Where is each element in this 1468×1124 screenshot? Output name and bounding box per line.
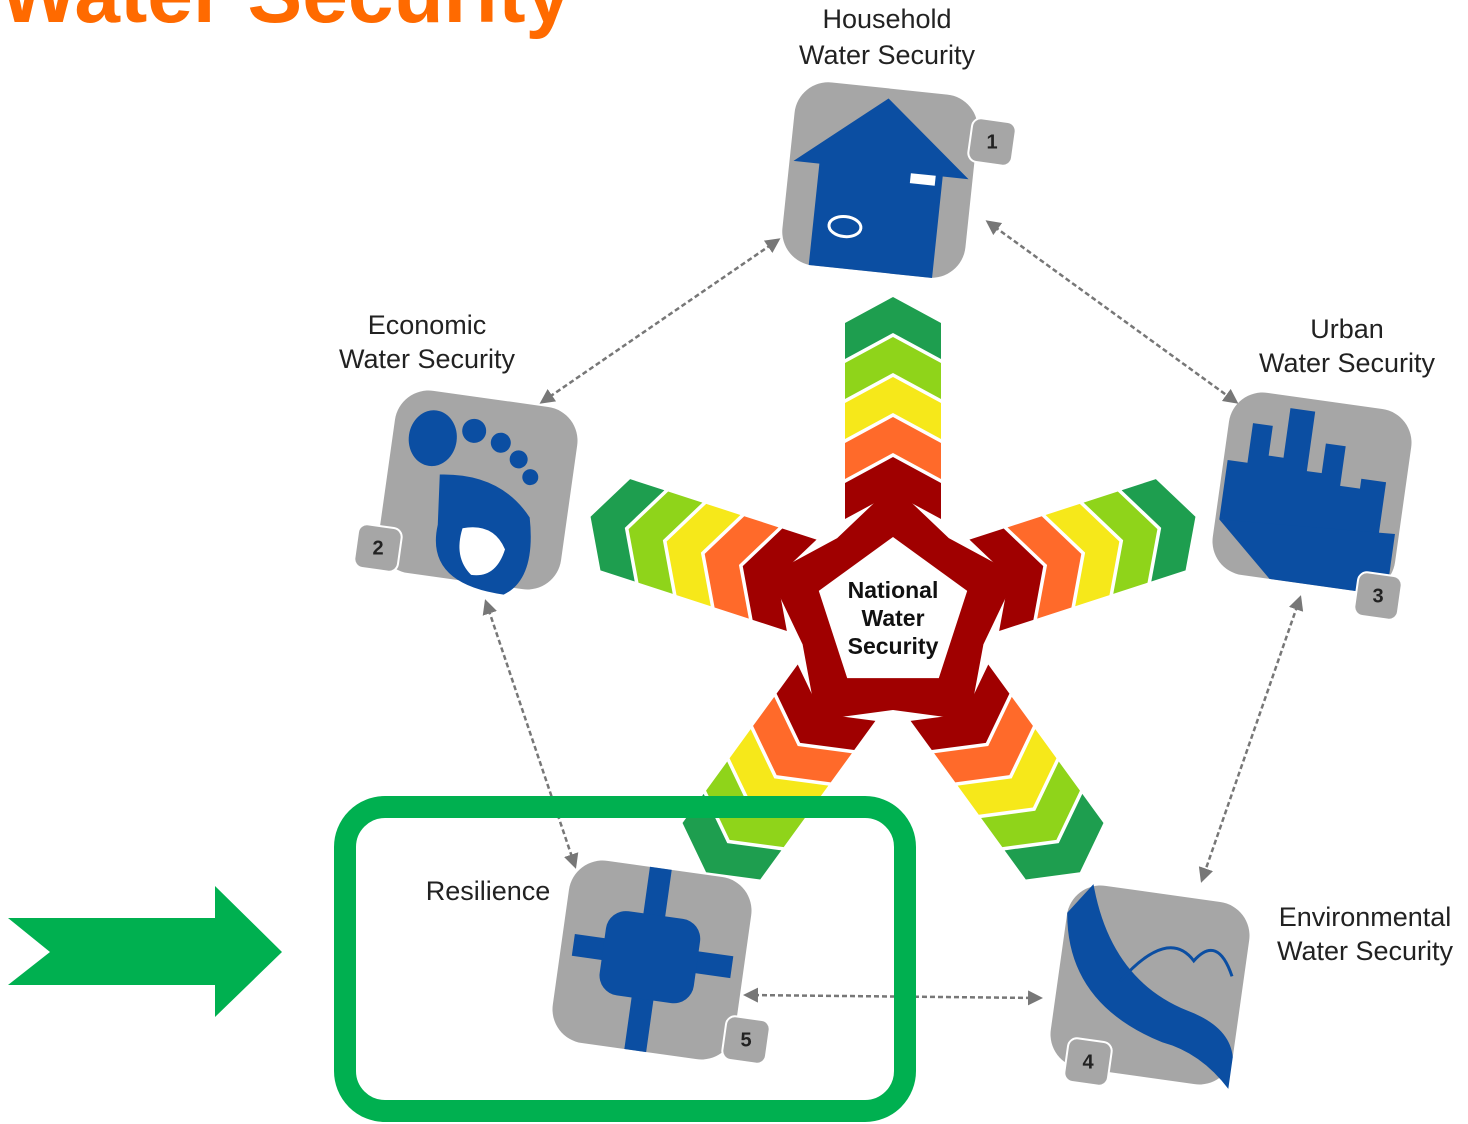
connector [746, 995, 1040, 998]
node-label: Household [822, 4, 951, 34]
node-number: 1 [986, 131, 997, 153]
connector [988, 222, 1236, 402]
node-number: 3 [1372, 585, 1383, 607]
chevron-arm [969, 471, 1210, 631]
page: Water Security NationalWaterSecurity [0, 0, 1468, 1124]
node-number: 5 [740, 1029, 751, 1051]
node-number: 2 [372, 537, 383, 559]
node-number: 4 [1082, 1051, 1094, 1073]
icon-household [779, 79, 981, 281]
icon-urban [1208, 388, 1416, 596]
center-label: National [848, 577, 939, 603]
chevron-arm [576, 471, 817, 631]
pointer-arrow [8, 886, 282, 1017]
node-label: Water Security [1259, 348, 1436, 378]
node-label: Urban [1310, 314, 1384, 344]
connector [1202, 598, 1300, 880]
connector [542, 240, 778, 402]
center-label: Security [848, 633, 939, 659]
node-label: Water Security [1277, 936, 1454, 966]
node-label: Economic [368, 310, 487, 340]
node-label: Water Security [339, 344, 516, 374]
icon-economic [373, 386, 582, 602]
node-label: Environmental [1279, 902, 1452, 932]
node-label: Water Security [799, 40, 976, 70]
node-label: Resilience [426, 876, 551, 906]
connector [486, 602, 575, 866]
center-label: Water [861, 605, 924, 631]
title: Water Security [0, 0, 572, 40]
